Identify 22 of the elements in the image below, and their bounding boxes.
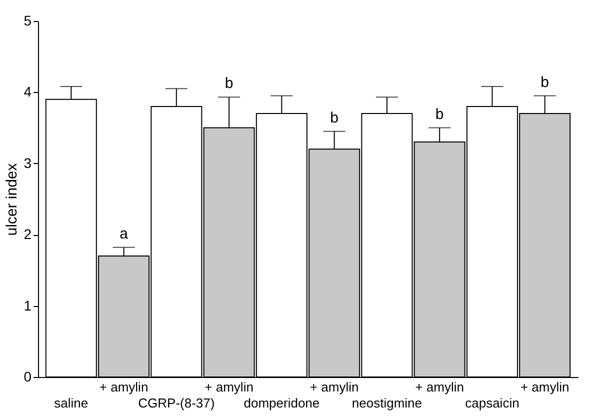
- y-tick-label: 1: [24, 297, 32, 314]
- x-tick-label: + amylin: [204, 380, 254, 394]
- x-tick-label: + amylin: [520, 380, 570, 394]
- annotation: b: [435, 106, 444, 123]
- x-tick-label: + amylin: [310, 380, 359, 394]
- x-tick-label: capsaicin: [465, 396, 520, 410]
- y-tick-label: 4: [24, 84, 32, 100]
- y-axis-title: ulcer index: [4, 162, 21, 236]
- x-tick-label: saline: [54, 396, 88, 410]
- y-tick-label: 2: [24, 226, 32, 242]
- x-tick-label: neostigmine: [352, 396, 422, 410]
- annotation: b: [330, 109, 338, 126]
- x-tick-label: domperidone: [244, 396, 320, 410]
- y-tick-label: 0: [24, 368, 32, 384]
- x-tick-label: CGRP-(8-37): [138, 396, 215, 410]
- y-tick-label: 3: [24, 154, 32, 171]
- annotation: b: [224, 75, 234, 92]
- y-tick-label: 5: [24, 12, 32, 28]
- x-tick-label: + amylin: [99, 380, 148, 394]
- x-tick-label: + amylin: [415, 380, 464, 394]
- annotation: a: [120, 225, 129, 242]
- annotation: b: [540, 74, 550, 91]
